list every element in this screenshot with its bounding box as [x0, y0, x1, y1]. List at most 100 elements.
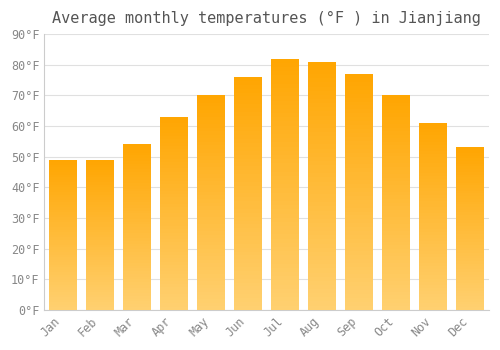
Bar: [123, 169, 151, 172]
Bar: [346, 231, 373, 235]
Bar: [86, 165, 114, 167]
Bar: [234, 182, 262, 186]
Bar: [123, 183, 151, 186]
Bar: [420, 167, 447, 170]
Bar: [308, 95, 336, 99]
Bar: [420, 272, 447, 275]
Bar: [197, 245, 225, 249]
Bar: [420, 179, 447, 182]
Bar: [308, 66, 336, 70]
Bar: [197, 199, 225, 203]
Bar: [308, 211, 336, 215]
Bar: [197, 106, 225, 110]
Bar: [420, 275, 447, 279]
Bar: [86, 297, 114, 300]
Bar: [456, 288, 484, 291]
Bar: [123, 153, 151, 155]
Bar: [86, 180, 114, 182]
Bar: [456, 307, 484, 310]
Bar: [420, 145, 447, 148]
Bar: [234, 170, 262, 174]
Bar: [272, 163, 299, 168]
Bar: [160, 188, 188, 191]
Bar: [272, 306, 299, 310]
Bar: [49, 250, 77, 252]
Bar: [456, 239, 484, 242]
Bar: [308, 103, 336, 107]
Bar: [308, 289, 336, 293]
Bar: [197, 288, 225, 292]
Bar: [234, 197, 262, 201]
Bar: [160, 294, 188, 297]
Bar: [456, 207, 484, 210]
Bar: [308, 111, 336, 116]
Bar: [49, 190, 77, 192]
Bar: [49, 200, 77, 202]
Bar: [272, 297, 299, 301]
Bar: [420, 204, 447, 207]
Bar: [346, 90, 373, 94]
Bar: [160, 178, 188, 181]
Bar: [197, 163, 225, 167]
Bar: [308, 157, 336, 161]
Bar: [382, 103, 410, 106]
Bar: [86, 205, 114, 207]
Bar: [197, 96, 225, 99]
Bar: [420, 213, 447, 216]
Bar: [420, 219, 447, 223]
Bar: [272, 176, 299, 180]
Bar: [382, 210, 410, 213]
Bar: [123, 260, 151, 263]
Bar: [234, 201, 262, 205]
Bar: [382, 253, 410, 256]
Bar: [234, 139, 262, 143]
Bar: [456, 202, 484, 204]
Bar: [234, 298, 262, 302]
Bar: [197, 135, 225, 138]
Bar: [382, 238, 410, 242]
Bar: [382, 206, 410, 210]
Bar: [308, 186, 336, 190]
Bar: [160, 159, 188, 162]
Bar: [49, 255, 77, 257]
Bar: [420, 244, 447, 247]
Bar: [197, 271, 225, 274]
Bar: [346, 176, 373, 180]
Bar: [308, 148, 336, 153]
Bar: [382, 146, 410, 149]
Bar: [197, 167, 225, 170]
Bar: [86, 270, 114, 272]
Bar: [308, 136, 336, 140]
Bar: [234, 166, 262, 170]
Bar: [197, 256, 225, 260]
Bar: [197, 156, 225, 160]
Bar: [86, 172, 114, 175]
Bar: [234, 244, 262, 248]
Bar: [308, 161, 336, 165]
Bar: [49, 185, 77, 187]
Bar: [420, 173, 447, 176]
Bar: [456, 180, 484, 183]
Bar: [123, 167, 151, 169]
Bar: [234, 159, 262, 162]
Bar: [456, 245, 484, 247]
Bar: [272, 272, 299, 276]
Bar: [420, 129, 447, 132]
Bar: [49, 162, 77, 165]
Bar: [123, 266, 151, 268]
Bar: [272, 264, 299, 268]
Bar: [123, 263, 151, 266]
Bar: [86, 240, 114, 242]
Bar: [234, 151, 262, 155]
Bar: [86, 300, 114, 302]
Bar: [234, 294, 262, 298]
Bar: [234, 220, 262, 224]
Bar: [49, 167, 77, 170]
Bar: [86, 275, 114, 277]
Bar: [49, 287, 77, 290]
Bar: [272, 172, 299, 176]
Bar: [86, 207, 114, 210]
Bar: [234, 89, 262, 93]
Bar: [86, 305, 114, 307]
Bar: [308, 202, 336, 206]
